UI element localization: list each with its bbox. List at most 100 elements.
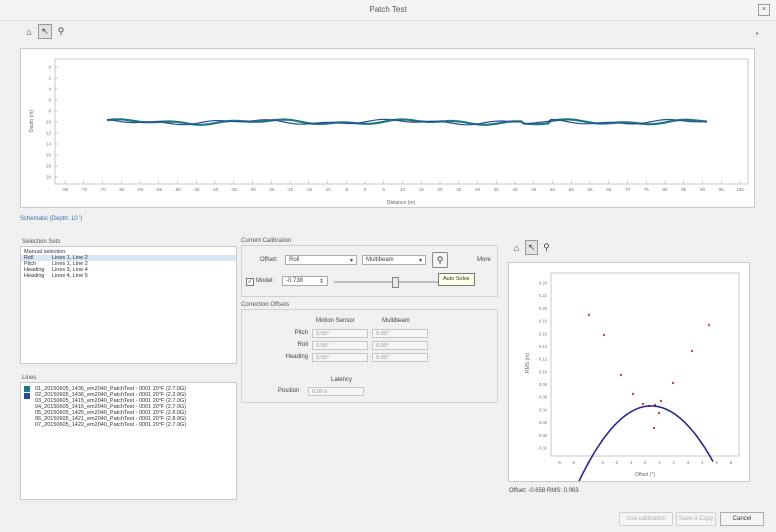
main-ytick-label: 14 <box>46 142 52 147</box>
title-bar: Patch Test × <box>0 0 776 21</box>
mini-data-point <box>671 381 675 385</box>
selection-sets-list: Manual selection Roll Lines 1, Line 2 Pitc… <box>20 246 237 364</box>
model-label: Model: <box>256 278 275 284</box>
save-copy-button[interactable]: Save a Copy <box>676 512 716 526</box>
selection-set-name: Heading <box>24 267 45 273</box>
main-xtick-label: 30 <box>475 187 481 192</box>
mini-plot-frame <box>550 272 740 457</box>
chevron-down-icon: ▾ <box>418 257 422 264</box>
main-ytick-label: 6 <box>48 98 51 103</box>
main-xtick-label: 70 <box>625 187 631 192</box>
window-title: Patch Test <box>369 5 407 14</box>
offset-row-label: Pitch <box>294 330 308 336</box>
correction-offsets-title: Correction Offsets <box>241 302 290 308</box>
main-xtick-label: -40 <box>212 187 219 192</box>
mini-ytick-label: 0.06 <box>539 395 548 400</box>
offset-row-label: Roll <box>297 342 308 348</box>
line-file-item[interactable]: 02_20150605_1436_em2040_PatchTest - 0001… <box>35 392 187 398</box>
resize-grip-icon[interactable]: ▸ <box>756 31 760 37</box>
correction-offsets-group <box>241 309 498 403</box>
more-button[interactable]: More <box>477 257 491 263</box>
line-file-item[interactable]: 04_20150605_1416_em2040_PatchTest - 0001… <box>35 404 187 410</box>
model-slider-track[interactable] <box>334 281 444 283</box>
pointer-icon[interactable]: ↖ <box>38 24 52 39</box>
mini-xtick-label: 6 <box>730 460 733 465</box>
zoom-icon[interactable]: ⚲ <box>57 26 65 36</box>
main-xtick-label: -25 <box>268 187 275 192</box>
main-xtick-label: 15 <box>419 187 425 192</box>
main-xtick-label: -65 <box>118 187 125 192</box>
main-ytick-label: 4 <box>48 87 51 92</box>
home-icon[interactable]: ⌂ <box>513 242 520 253</box>
line-file-item[interactable]: 05_20150605_1425_em2040_PatchTest - 0001… <box>35 410 187 416</box>
selection-set-name: Pitch <box>24 261 37 267</box>
line-color-swatch-1[interactable] <box>24 386 30 392</box>
use-calibration-button[interactable]: Use calibration <box>619 512 673 526</box>
offset-label: Offset: <box>260 257 278 263</box>
main-xtick-label: -35 <box>230 187 237 192</box>
lines-list: 01_20150605_1436_em2040_PatchTest - 0001… <box>20 382 237 500</box>
col-multibeam: Multibeam <box>382 318 410 324</box>
selection-set-row[interactable]: Heading Lines 4, Line 5 <box>21 273 236 279</box>
sensor-dropdown[interactable]: Multibeam ▾ <box>362 255 426 265</box>
selection-sets-header[interactable]: Manual selection <box>24 249 66 255</box>
motion-sensor-offset-field[interactable]: 0.00° <box>312 329 368 338</box>
main-plot-toolbar: ⌂ ↖ ⚲ <box>22 24 68 39</box>
model-slider-handle[interactable] <box>392 277 399 288</box>
mini-data-point <box>631 392 635 396</box>
multibeam-offset-field[interactable]: 0.00° <box>372 341 428 350</box>
mini-data-point <box>657 411 661 415</box>
model-checkbox[interactable]: ✓ <box>246 278 254 286</box>
model-value: -0.738 <box>286 278 304 284</box>
mini-plot-svg[interactable]: 0.24 0.22 0.20 0.18 0.16 0.14 0.12 0.10 0.08 0.06… <box>509 263 749 481</box>
mini-data-point <box>641 402 645 406</box>
multibeam-offset-field[interactable]: 0.00° <box>372 329 428 338</box>
auto-solve-button[interactable]: ⚲ <box>432 252 448 268</box>
offset-dropdown[interactable]: Roll ▾ <box>285 255 357 265</box>
line-file-item[interactable]: 06_20150605_1421_em2040_PatchTest - 0001… <box>35 416 187 422</box>
main-xtick-label: 10 <box>400 187 406 192</box>
main-series-line-1 <box>106 118 708 126</box>
mini-ytick-label: 0.22 <box>539 293 548 298</box>
pointer-icon[interactable]: ↖ <box>525 240 538 255</box>
line-file-item[interactable]: 03_20150605_1415_em2040_PatchTest - 0001… <box>35 398 187 404</box>
zoom-icon[interactable]: ⚲ <box>543 242 550 252</box>
mini-data-point <box>690 349 694 353</box>
mini-ytick-label: 0.16 <box>539 331 548 336</box>
selection-set-row[interactable]: Pitch Lines 1, Line 2 <box>21 261 236 267</box>
motion-sensor-offset-field[interactable]: 0.00° <box>312 341 368 350</box>
mini-xtick-label: -5 <box>571 460 575 465</box>
home-icon[interactable]: ⌂ <box>26 26 32 37</box>
close-icon[interactable]: × <box>758 4 770 16</box>
mini-plot-toolbar: ⌂ ↖ ⚲ <box>510 240 553 255</box>
mini-xtick-label: -3 <box>600 460 604 465</box>
schematic-link[interactable]: Schematic (Depth: 10 ') <box>20 216 83 222</box>
latency-position-field[interactable]: 0.00 s <box>308 387 364 396</box>
search-icon: ⚲ <box>436 254 444 265</box>
line-file-item[interactable]: 01_20150605_1436_em2040_PatchTest - 0001… <box>35 386 187 392</box>
multibeam-offset-field[interactable]: 0.00° <box>372 353 428 362</box>
cancel-button[interactable]: Cancel <box>720 512 764 526</box>
main-xtick-label: 65 <box>606 187 612 192</box>
mini-data-point <box>619 373 623 377</box>
model-spinbox[interactable]: -0.738 ⇕ <box>282 276 328 286</box>
latency-position-label: Position <box>278 388 300 394</box>
mini-xtick-label: 5 <box>715 460 718 465</box>
mini-ytick-label: -0.02 <box>537 446 547 451</box>
main-xtick-label: 85 <box>681 187 687 192</box>
mini-ytick-label: 0.00 <box>539 433 548 438</box>
selection-set-row[interactable]: Roll Lines 1, Line 2 <box>21 255 236 261</box>
selection-set-lines: Lines 1, Line 2 <box>52 255 88 261</box>
mini-xtick-label: 0 <box>644 460 647 465</box>
main-xtick-label: -70 <box>99 187 106 192</box>
motion-sensor-offset-field[interactable]: 0.00° <box>312 353 368 362</box>
main-xtick-label: 55 <box>569 187 575 192</box>
main-xtick-label: -50 <box>174 187 181 192</box>
main-xtick-label: 0 <box>364 187 367 192</box>
line-color-swatch-2[interactable] <box>24 393 30 399</box>
mini-plot-panel: 0.24 0.22 0.20 0.18 0.16 0.14 0.12 0.10 0.08 0.06… <box>508 262 750 482</box>
main-ytick-label: 8 <box>48 109 51 114</box>
line-file-item[interactable]: 07_20150605_1422_em2040_PatchTest - 0001… <box>35 422 187 428</box>
selection-set-row[interactable]: Heading Lines 3, Line 4 <box>21 267 236 273</box>
